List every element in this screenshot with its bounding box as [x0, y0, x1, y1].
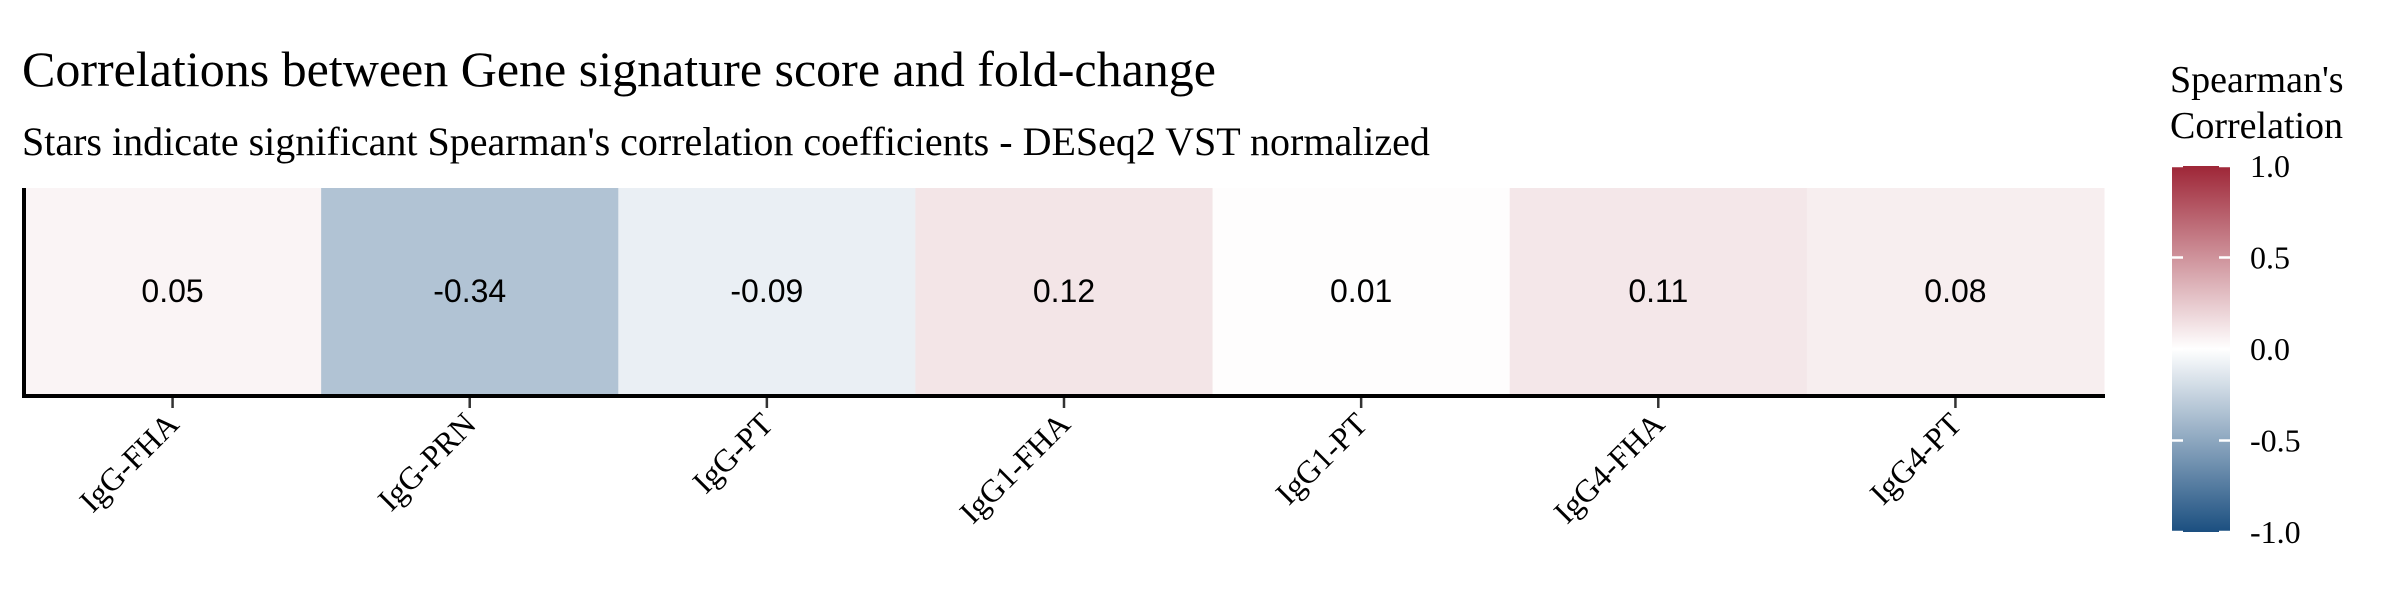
legend-tick-label: 0.5: [2250, 240, 2290, 276]
cell-value-label: 0.08: [1924, 273, 1986, 309]
legend-title-line-1: Spearman's: [2170, 59, 2344, 101]
cell-value-label: 0.11: [1628, 273, 1688, 309]
chart-title: Correlations between Gene signature scor…: [22, 41, 1216, 97]
legend-tick-label: -1.0: [2250, 514, 2301, 550]
heatmap-cell-igg1-fha: [915, 188, 1214, 394]
heatmap-cells: [24, 188, 2105, 394]
x-axis-tick-labels: IgG-FHA IgG-PRN IgG-PT IgG1-FHA IgG1-PT IgG4-…: [72, 405, 1969, 530]
x-axis-ticks: [171, 398, 1957, 408]
legend-tick-label: -0.5: [2250, 423, 2301, 459]
heatmap-cell-igg4-pt: [1806, 188, 2105, 394]
heatmap-cell-igg-fha: [24, 188, 322, 394]
legend-title-line-2: Correlation: [2170, 105, 2343, 147]
heatmap-cell-igg-prn: [321, 188, 619, 394]
heatmap-cell-igg1-pt: [1212, 188, 1511, 394]
heatmap-cell-igg4-fha: [1509, 188, 1808, 394]
x-tick-label: IgG-FHA: [72, 405, 185, 518]
legend-tick-label: 1.0: [2250, 148, 2290, 184]
legend-ticks: 1.0 0.5 0.0 -0.5 -1.0: [2172, 148, 2301, 550]
cell-value-label: 0.01: [1330, 273, 1392, 309]
heatmap-cell-labels: 0.05 -0.34 -0.09 0.12 0.01 0.11 0.08: [141, 273, 1986, 309]
legend-tick-label: 0.0: [2250, 331, 2290, 367]
cell-value-label: -0.09: [730, 273, 803, 309]
x-tick-label: IgG4-PT: [1862, 405, 1968, 511]
x-tick-label: IgG-PRN: [370, 405, 482, 517]
cell-value-label: -0.34: [433, 273, 506, 309]
heatmap-cell-igg-pt: [618, 188, 916, 394]
cell-value-label: 0.05: [141, 273, 203, 309]
x-tick-label: IgG1-FHA: [952, 405, 1077, 530]
x-tick-label: IgG1-PT: [1268, 405, 1374, 511]
x-tick-label: IgG4-FHA: [1546, 405, 1671, 530]
chart-subtitle: Stars indicate significant Spearman's co…: [22, 119, 1430, 164]
cell-value-label: 0.12: [1033, 273, 1095, 309]
legend: Spearman's Correlation 1.0 0.5 0.0 -0.5 -1.0: [2170, 59, 2344, 550]
x-tick-label: IgG-PT: [685, 405, 780, 500]
